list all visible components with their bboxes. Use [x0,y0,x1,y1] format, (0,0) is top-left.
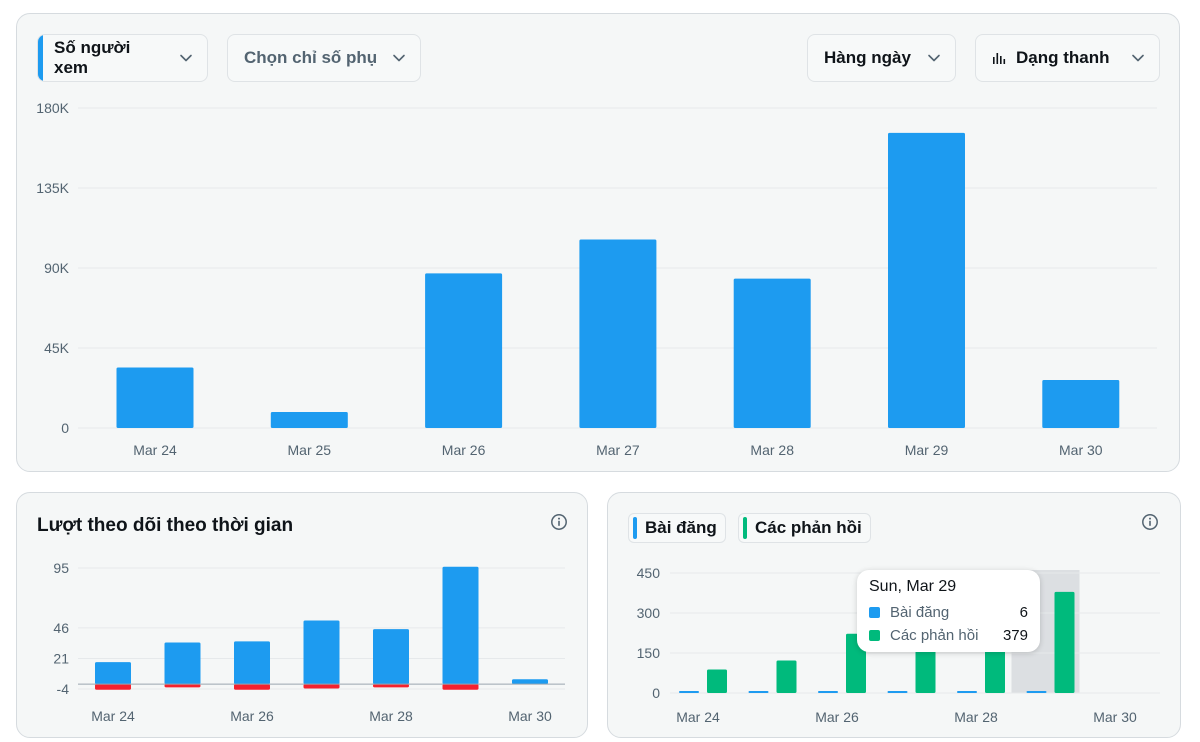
metric-dropdown[interactable]: Số người xem [37,34,208,82]
x-tick-label: Mar 29 [905,442,949,458]
legend-posts[interactable]: Bài đăng [628,513,726,543]
chevron-down-icon [1117,51,1145,65]
bar-posts [818,691,838,693]
y-tick-label: 300 [637,605,661,621]
bar [888,132,965,428]
x-tick-label: Mar 30 [1093,709,1137,725]
x-tick-label: Mar 30 [508,708,552,724]
bar [270,412,348,428]
y-tick-label: 180K [36,100,69,116]
x-tick-label: Mar 28 [954,709,998,725]
bar [1042,380,1120,428]
chart-type-dropdown-label: Dạng thanh [1016,48,1110,67]
x-tick-label: Mar 30 [1059,442,1103,458]
bar-gained [303,620,340,685]
bar [579,239,657,428]
y-tick-label: 46 [53,620,69,636]
bar-gained [234,641,270,685]
bar-chart-icon [992,51,1006,65]
y-tick-label: 95 [53,560,69,576]
x-tick-label: Mar 28 [750,442,794,458]
chevron-down-icon [378,51,406,65]
tooltip-posts-swatch [869,607,880,618]
chevron-down-icon [165,51,193,65]
y-tick-label: 0 [652,685,660,701]
legend-posts-swatch [633,517,637,539]
x-tick-label: Mar 25 [288,442,332,458]
followers-chart-card: Lượt theo dõi theo thời gian [16,492,588,738]
bar-posts [957,691,977,693]
bar-posts [887,691,908,693]
info-icon[interactable] [550,513,568,531]
interval-dropdown[interactable]: Hàng ngày [807,34,956,82]
chart-type-dropdown[interactable]: Dạng thanh [975,34,1160,82]
bar-gained [373,629,409,685]
bar-lost [442,684,479,690]
y-tick-label: 135K [36,180,69,196]
followers-bar-chart: -4 21 46 95 Mar 24 Mar 26 Mar 28 Mar 30 [53,560,565,724]
metric-dropdown-label: Số người xem [54,38,131,77]
tooltip-replies-swatch [869,630,880,641]
bar-lost [373,684,409,688]
legend-replies[interactable]: Các phản hồi [738,513,871,543]
chevron-down-icon [913,51,941,65]
info-icon[interactable] [1141,513,1159,531]
x-tick-label: Mar 26 [442,442,486,458]
viewers-bar-chart: 0 45K 90K 135K 180K Mar 24 Mar 25 Mar 26 Mar 27 M… [36,100,1157,458]
chart-tooltip: Sun, Mar 29 Bài đăng 6 Các phản hồi 379 [857,570,1040,652]
bar-posts [748,691,769,693]
x-tick-label: Mar 24 [91,708,135,724]
y-tick-label: 0 [61,420,69,436]
y-tick-label: 450 [637,565,661,581]
metric-accent-bar [38,35,43,81]
bar-lost [303,684,340,689]
secondary-metric-dropdown-label: Chọn chỉ số phụ [244,48,378,67]
bar-lost [95,684,131,690]
tooltip-replies-label: Các phản hồi [890,627,979,644]
y-tick-label: 90K [44,260,70,276]
tooltip-posts-label: Bài đăng [890,604,950,621]
bar-gained [442,566,479,685]
y-tick-label: 45K [44,340,70,356]
tooltip-replies-value: 379 [1002,627,1028,644]
x-tick-label: Mar 28 [369,708,413,724]
tooltip-row-posts: Bài đăng 6 [869,601,1028,624]
bar-replies [1054,591,1075,693]
bar-gained [95,662,131,685]
bar [116,367,194,428]
legend-replies-label: Các phản hồi [755,518,862,537]
bar [733,278,811,428]
bar-replies [776,660,797,693]
secondary-metric-dropdown[interactable]: Chọn chỉ số phụ [227,34,421,82]
interval-dropdown-label: Hàng ngày [824,48,911,67]
bar-posts [1026,691,1047,693]
legend-replies-swatch [743,517,747,539]
legend-posts-label: Bài đăng [645,518,717,537]
followers-card-title: Lượt theo dõi theo thời gian [37,515,294,536]
x-tick-label: Mar 27 [596,442,640,458]
tooltip-posts-value: 6 [1019,604,1028,621]
bar-gained [164,642,201,685]
x-tick-label: Mar 24 [133,442,177,458]
bar-gained [512,679,548,685]
bar-lost [164,684,201,688]
bar-lost [234,684,270,690]
bar-replies [707,669,727,693]
y-tick-label: 150 [637,645,661,661]
x-tick-label: Mar 24 [676,709,720,725]
tooltip-row-replies: Các phản hồi 379 [869,624,1028,647]
x-tick-label: Mar 26 [815,709,859,725]
bar-posts [679,691,699,693]
y-tick-label: 21 [53,650,69,666]
tooltip-title: Sun, Mar 29 [869,578,957,595]
y-tick-label: -4 [57,681,70,697]
bar [425,273,503,428]
x-tick-label: Mar 26 [230,708,274,724]
